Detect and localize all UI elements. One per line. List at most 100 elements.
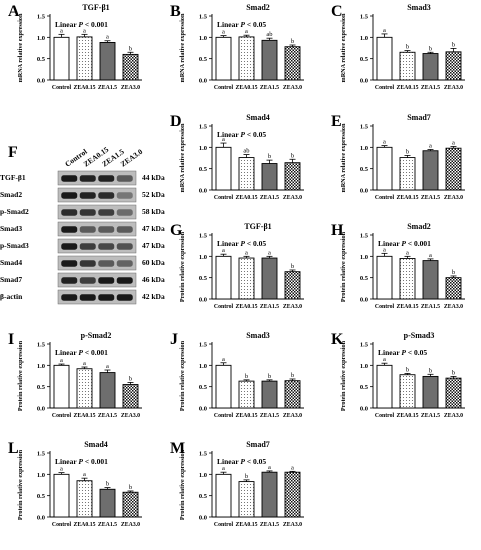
blot-band bbox=[98, 277, 115, 284]
y-tick-label: 0.0 bbox=[199, 297, 207, 304]
y-tick-label: 0.5 bbox=[360, 275, 369, 282]
y-tick-label: 1.5 bbox=[360, 342, 369, 349]
x-tick-label: ZEA3.0 bbox=[121, 413, 140, 419]
panel-letter: L bbox=[8, 440, 19, 457]
significance-letter: a bbox=[106, 363, 109, 370]
significance-letter: a bbox=[222, 356, 225, 363]
bar-zea015 bbox=[238, 481, 255, 518]
y-axis-label: mRNA relative expression bbox=[179, 123, 186, 192]
x-tick-label: ZEA0.15 bbox=[235, 413, 257, 419]
bar-zea30 bbox=[445, 147, 462, 191]
blot-band bbox=[61, 192, 78, 199]
blot-band bbox=[61, 243, 78, 250]
bar-zea15 bbox=[261, 39, 278, 81]
y-tick-label: 1.5 bbox=[37, 451, 46, 458]
y-tick-label: 1.0 bbox=[360, 254, 368, 261]
chart-title: Smad7 bbox=[246, 440, 270, 449]
blot-band bbox=[79, 209, 96, 216]
bar-control bbox=[53, 36, 70, 81]
x-tick-label: ZEA1.5 bbox=[260, 304, 279, 310]
y-tick-label: 0.5 bbox=[360, 56, 369, 63]
y-tick-label: 0.0 bbox=[360, 188, 368, 195]
blot-band bbox=[116, 226, 133, 233]
bar-zea015 bbox=[76, 480, 93, 518]
blot-strip bbox=[57, 187, 137, 203]
y-tick-label: 1.5 bbox=[199, 124, 208, 131]
significance-letter: b bbox=[268, 373, 271, 380]
y-tick-label: 0.5 bbox=[360, 384, 369, 391]
y-tick-label: 1.5 bbox=[199, 451, 208, 458]
x-tick-label: ZEA3.0 bbox=[121, 522, 140, 528]
y-tick-label: 1.0 bbox=[199, 472, 207, 479]
y-tick-label: 1.5 bbox=[37, 342, 46, 349]
bar-zea30 bbox=[284, 380, 301, 409]
blot-band bbox=[79, 294, 96, 301]
bar-zea015 bbox=[399, 258, 416, 300]
significance-letter: b bbox=[291, 38, 294, 45]
x-tick-label: ZEA0.15 bbox=[73, 413, 95, 419]
bar-control bbox=[376, 364, 393, 409]
y-tick-label: 1.0 bbox=[199, 363, 207, 370]
chart-title: p-Smad2 bbox=[81, 331, 112, 340]
y-axis-label: Protein relative expression bbox=[17, 340, 24, 411]
x-tick-label: Control bbox=[214, 522, 234, 528]
bar-control bbox=[376, 255, 393, 300]
x-tick-label: ZEA1.5 bbox=[421, 413, 440, 419]
bar-control bbox=[215, 146, 232, 191]
blot-protein-label: Smad7 bbox=[0, 275, 22, 284]
x-tick-label: ZEA1.5 bbox=[260, 195, 279, 201]
chart-panel-a: A TGF-β1 Linear P < 0.001 mRNA relative exp… bbox=[8, 3, 142, 91]
y-tick-label: 1.5 bbox=[360, 233, 369, 240]
stat-annotation: Linear P < 0.05 bbox=[378, 348, 427, 357]
panel-letter: E bbox=[331, 113, 342, 130]
y-tick-label: 0.5 bbox=[360, 166, 369, 173]
bar-zea30 bbox=[445, 377, 462, 409]
chart-panel-e: E Smad7 mRNA relative expression 0.0 0.5 1.0 1… bbox=[331, 113, 465, 201]
blot-band bbox=[116, 277, 133, 284]
significance-letter: b bbox=[429, 367, 432, 374]
bar-zea015 bbox=[76, 36, 93, 81]
y-tick-label: 1.0 bbox=[37, 363, 45, 370]
y-tick-label: 1.5 bbox=[199, 233, 208, 240]
y-tick-label: 1.5 bbox=[360, 14, 369, 21]
blot-protein-label: Smad3 bbox=[0, 224, 22, 233]
y-tick-label: 1.0 bbox=[37, 35, 45, 42]
bar-zea015 bbox=[76, 368, 93, 409]
blot-strip bbox=[57, 204, 137, 220]
chart-panel-m: M Smad7 Linear P < 0.05 Protein relative ex… bbox=[170, 440, 304, 528]
significance-letter: b bbox=[291, 152, 294, 159]
bar-zea15 bbox=[422, 150, 439, 191]
bar-zea15 bbox=[422, 53, 439, 81]
x-tick-label: ZEA0.15 bbox=[235, 304, 257, 310]
x-tick-label: ZEA0.15 bbox=[396, 413, 418, 419]
y-tick-label: 0.0 bbox=[360, 78, 368, 85]
significance-letter: b bbox=[245, 373, 248, 380]
stat-annotation: Linear P < 0.05 bbox=[217, 457, 266, 466]
bar-zea15 bbox=[261, 380, 278, 409]
x-tick-label: Control bbox=[52, 522, 72, 528]
blot-band bbox=[79, 226, 96, 233]
blot-band bbox=[98, 192, 115, 199]
y-tick-label: 0.0 bbox=[37, 406, 45, 413]
bar-control bbox=[376, 146, 393, 191]
x-tick-label: ZEA1.5 bbox=[260, 522, 279, 528]
blot-protein-label: Smad4 bbox=[0, 258, 22, 267]
bar-zea30 bbox=[122, 384, 139, 409]
x-tick-label: Control bbox=[375, 85, 395, 91]
chart-title: Smad4 bbox=[246, 113, 270, 122]
y-tick-label: 1.5 bbox=[37, 14, 46, 21]
significance-letter: a bbox=[406, 249, 409, 256]
blot-kda-label: 47 kDa bbox=[142, 241, 165, 250]
panel-letter: J bbox=[170, 331, 178, 348]
chart-panel-l: L Smad4 Linear P < 0.001 Protein relative e… bbox=[8, 440, 142, 528]
significance-letter: a bbox=[60, 357, 63, 364]
blot-band bbox=[61, 209, 78, 216]
bar-zea15 bbox=[261, 257, 278, 300]
y-axis-label: Protein relative expression bbox=[340, 340, 347, 411]
y-axis-label: mRNA relative expression bbox=[340, 13, 347, 82]
blot-strip bbox=[57, 272, 137, 288]
bar-zea30 bbox=[284, 271, 301, 300]
blot-band bbox=[79, 192, 96, 199]
x-tick-label: ZEA0.15 bbox=[396, 85, 418, 91]
